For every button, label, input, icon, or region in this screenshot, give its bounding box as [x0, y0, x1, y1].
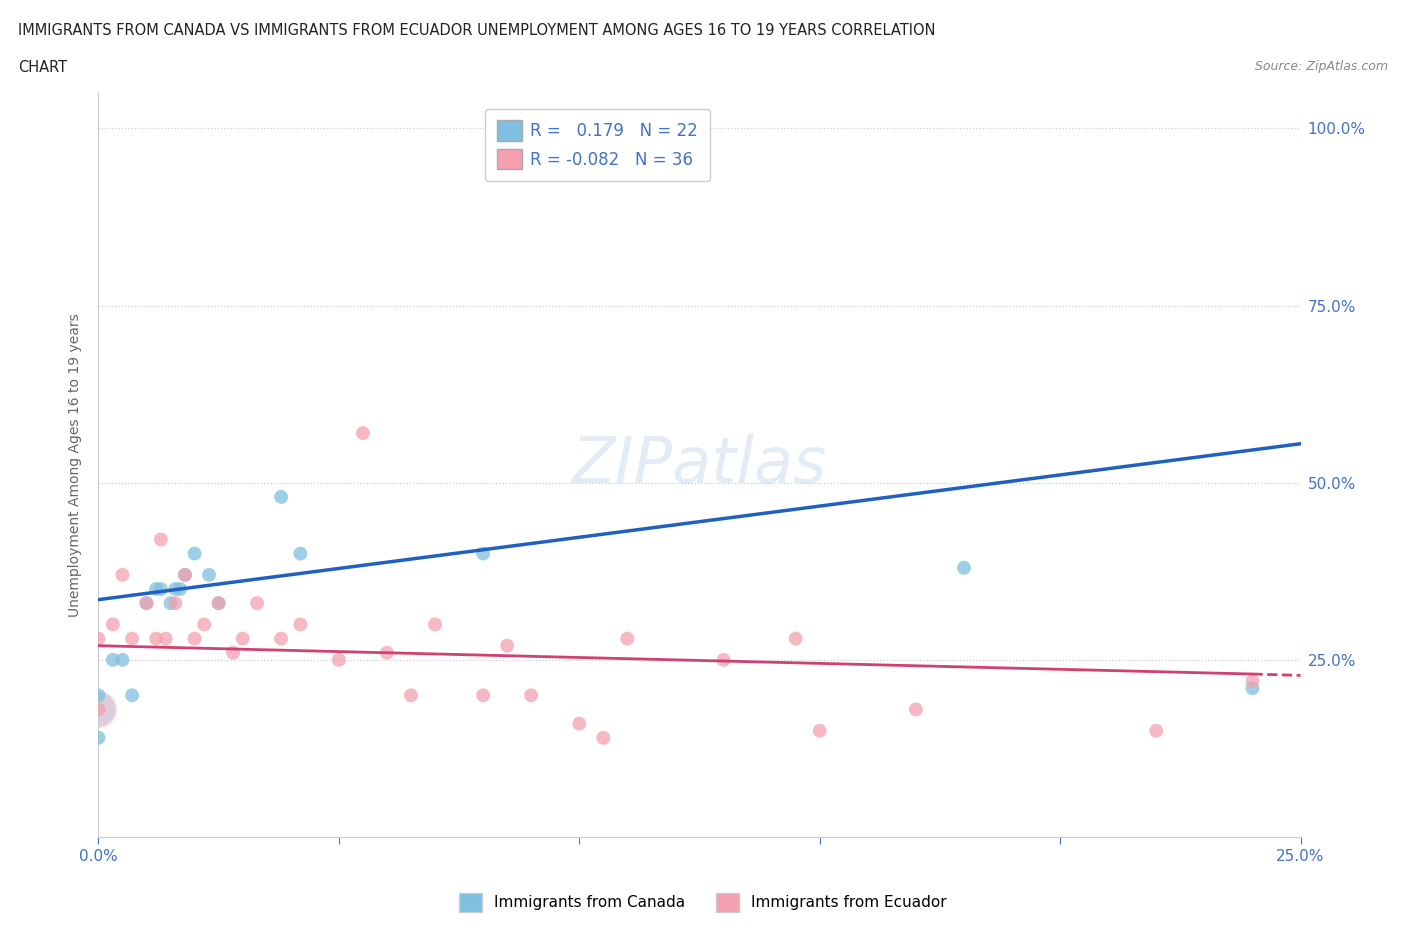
Point [270, 489, 292, 504]
Point [87, 631, 110, 646]
Y-axis label: Unemployment Among Ages 16 to 19 years: Unemployment Among Ages 16 to 19 years [69, 313, 83, 617]
Point [496, 638, 519, 653]
Point [520, 156, 543, 171]
Point [149, 532, 172, 547]
Point [616, 631, 638, 646]
Text: CHART: CHART [18, 60, 67, 75]
Point [183, 631, 205, 646]
Point [472, 546, 495, 561]
Point [121, 631, 143, 646]
Point [165, 581, 187, 596]
Point [1241, 681, 1264, 696]
Text: Source: ZipAtlas.com: Source: ZipAtlas.com [1254, 60, 1388, 73]
Text: IMMIGRANTS FROM CANADA VS IMMIGRANTS FROM ECUADOR UNEMPLOYMENT AMONG AGES 16 TO : IMMIGRANTS FROM CANADA VS IMMIGRANTS FRO… [18, 23, 936, 38]
Point [1144, 724, 1167, 738]
Point [87, 702, 110, 717]
Point [352, 426, 374, 441]
Point [713, 653, 735, 668]
Point [135, 596, 157, 611]
Point [193, 617, 215, 631]
Point [290, 617, 312, 631]
Point [808, 724, 831, 738]
Point [149, 581, 172, 596]
Point [568, 716, 591, 731]
Legend: R =   0.179   N = 22, R = -0.082   N = 36: R = 0.179 N = 22, R = -0.082 N = 36 [485, 109, 710, 181]
Point [183, 546, 205, 561]
Point [159, 596, 181, 611]
Point [785, 631, 807, 646]
Point [904, 702, 927, 717]
Point [399, 688, 422, 703]
Point [87, 702, 110, 717]
Point [208, 596, 231, 611]
Point [145, 581, 167, 596]
Point [232, 631, 254, 646]
Point [198, 567, 221, 582]
Point [174, 567, 197, 582]
Point [87, 730, 110, 745]
Point [270, 631, 292, 646]
Point [423, 617, 446, 631]
Point [472, 688, 495, 703]
Point [87, 688, 110, 703]
Point [208, 596, 231, 611]
Text: ZIPatlas: ZIPatlas [572, 434, 827, 496]
Point [1241, 673, 1264, 688]
Point [174, 567, 197, 582]
Point [101, 617, 124, 631]
Point [953, 560, 976, 575]
Point [155, 631, 177, 646]
Point [165, 596, 187, 611]
Point [664, 150, 686, 165]
Point [145, 631, 167, 646]
Point [222, 645, 245, 660]
Point [111, 567, 134, 582]
Point [328, 653, 350, 668]
Point [169, 581, 191, 596]
Point [135, 596, 157, 611]
Point [290, 546, 312, 561]
Point [592, 730, 614, 745]
Point [375, 645, 398, 660]
Point [121, 688, 143, 703]
Point [520, 688, 543, 703]
Legend: Immigrants from Canada, Immigrants from Ecuador: Immigrants from Canada, Immigrants from … [453, 887, 953, 918]
Point [111, 653, 134, 668]
Point [101, 653, 124, 668]
Point [87, 702, 110, 717]
Point [246, 596, 269, 611]
